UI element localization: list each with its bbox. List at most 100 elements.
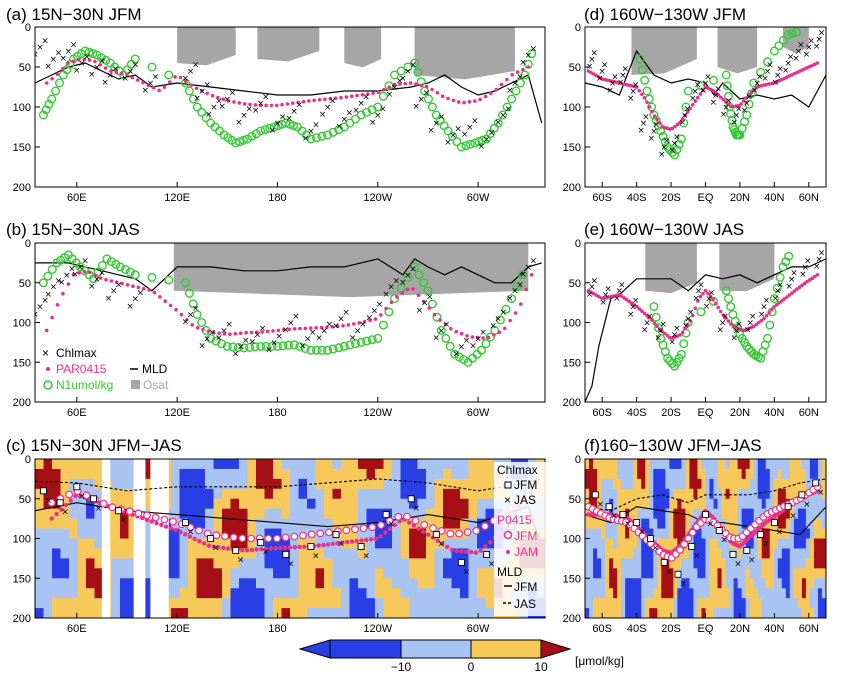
panel-d-par-point-34 (673, 124, 677, 129)
panel-f-diff-cell-538 (717, 558, 723, 569)
panel-f-diff-cell-872 (801, 538, 807, 550)
panel-f-diff-cell-598 (733, 518, 739, 530)
panel-b-par-point-52 (325, 325, 329, 330)
panel-c-diff-cell-695 (400, 528, 410, 540)
panel-f-diff-cell-826 (789, 558, 795, 569)
panel-e-n1-point-39 (769, 294, 779, 304)
panel-f-diff-cell-890 (805, 558, 811, 569)
panel-d-par-point-60 (739, 102, 743, 106)
panel-f-diff-cell-504 (709, 538, 715, 550)
panel-b-chl-point-17: × (105, 294, 113, 304)
panel-e-chl-point-4: × (604, 284, 612, 294)
panel-b-xtick-label-4: 60W (467, 407, 490, 419)
panel-c-diff-cell-99 (86, 488, 96, 500)
panel-f-diff-cell-31 (589, 608, 594, 618)
panel-c-diff-cell-656 (383, 459, 393, 470)
panel-a-chl-point-58: × (362, 93, 370, 103)
panel-b-n1-point-60 (373, 333, 383, 343)
panel-c-diff-cell-549 (324, 508, 334, 520)
panel-e-par-point-30 (663, 331, 667, 336)
panel-c-diff-cell-844 (477, 578, 487, 589)
panel-c-diff-cell-837 (477, 508, 487, 520)
panel-f-diff-cell-328 (665, 538, 670, 550)
panel-c-chl-jas-point-15: × (438, 540, 446, 550)
panel-c-diff-cell-611 (358, 488, 368, 500)
panel-f-diff-cell-107 (609, 568, 614, 579)
panel-c-diff-cell-366 (222, 598, 232, 609)
panel-f-diff-cell-893 (805, 588, 811, 599)
panel-f-diff-cell-242 (645, 478, 650, 490)
panel-f-diff-cell-317 (661, 588, 666, 599)
panel-b-n1-point-52 (328, 344, 338, 354)
panel-c-diff-cell-602 (349, 558, 359, 569)
panel-e-par-point-43 (696, 299, 700, 303)
panel-c-diff-cell-307 (196, 488, 206, 500)
panel-f-diff-cell-410 (685, 558, 691, 569)
panel-d-chl-point-36: × (712, 91, 720, 101)
panel-c-par-jfm-point-2 (65, 490, 73, 499)
panel-f-diff-cell-507 (709, 568, 715, 579)
panel-c-diff-cell-17 (43, 468, 53, 480)
panel-f-diff-cell-153 (621, 548, 626, 559)
panel-d-par-point-54 (724, 100, 728, 104)
panel-c-diff-cell-523 (307, 568, 317, 579)
panel-c-diff-cell-154 (111, 558, 121, 569)
panel-c-diff-cell-42 (52, 558, 62, 569)
panel-c-diff-cell-276 (179, 498, 189, 510)
panel-f-diff-cell-143 (617, 608, 622, 618)
panel-a-par-point-47 (296, 100, 301, 105)
panel-c-par-jam-point-40 (240, 548, 245, 553)
panel-c-diff-cell-692 (400, 498, 410, 510)
panel-f-diff-cell-24 (589, 538, 594, 550)
panel-d-n1-point-23 (709, 75, 719, 85)
panel-f-diff-cell-254 (645, 598, 650, 609)
panel-f-diff-cell-64 (601, 459, 606, 470)
panel-a-n1-point-45 (256, 126, 266, 136)
panel-f-diff-cell-367 (673, 608, 678, 618)
panel-c-par-jam-point-34 (211, 544, 216, 549)
panel-f-chl-jfm-point-4 (646, 535, 654, 542)
panel-f-diff-cell-285 (653, 588, 658, 599)
panel-b-n1-point-56 (351, 339, 361, 349)
panel-c-diff-cell-371 (230, 488, 240, 500)
panel-c-diff-cell-642 (375, 478, 385, 490)
panel-f-diff-cell-239 (641, 608, 646, 618)
panel-b-n1-point-59 (367, 335, 377, 345)
panel-f-diff-cell-295 (657, 528, 662, 540)
panel-b-n1-point-20 (125, 267, 135, 277)
panel-f-diff-cell-373 (677, 508, 682, 520)
panel-f-diff-cell-648 (745, 538, 751, 550)
panel-f-diff-cell-548 (721, 498, 727, 510)
panel-c-diff-cell-68 (69, 498, 79, 510)
panel-f-diff-cell-217 (637, 548, 642, 559)
panel-e-chl-point-22: × (687, 308, 695, 318)
panel-f-diff-cell-98 (609, 478, 614, 490)
panel-b-chl-point-12: × (93, 275, 101, 285)
panel-f-diff-cell-689 (757, 468, 763, 480)
panel-a-n1-point-85 (448, 131, 458, 141)
panel-a-chl-point-86: × (494, 118, 502, 128)
panel-f-chl-jas-point-8: × (707, 520, 715, 530)
panel-f-diff-cell-103 (609, 528, 614, 540)
panel-c-diff-cell-449 (273, 468, 283, 480)
panel-f-diff-cell-27 (589, 568, 594, 579)
panel-a-n1-point-41 (238, 135, 248, 145)
panel-f-diff-cell-553 (721, 548, 727, 559)
panel-c-diff-cell-511 (298, 608, 308, 618)
panel-a-n1-point-104 (527, 49, 537, 59)
panel-f-diff-cell-412 (685, 578, 691, 589)
panel-b-n1-point-15 (102, 254, 112, 264)
panel-c-diff-cell-102 (86, 518, 96, 530)
panel-c-par-jam-point-32 (202, 541, 207, 546)
panel-e-chl-point-36: × (747, 319, 755, 329)
panel-c-diff-cell-256 (171, 459, 181, 470)
panel-f-diff-cell-850 (797, 478, 803, 490)
panel-c-diff-cell-32 (52, 459, 62, 470)
panel-c-diff-cell-152 (111, 538, 121, 550)
panel-c-diff-cell-841 (477, 548, 487, 559)
panel-b-n1-point-66 (410, 262, 420, 272)
panel-e-ytick-label-2: 100 (563, 318, 581, 330)
panel-f-diff-cell-261 (649, 508, 654, 520)
panel-f-diff-cell-555 (721, 568, 727, 579)
panel-c-diff-cell-320 (205, 459, 215, 470)
